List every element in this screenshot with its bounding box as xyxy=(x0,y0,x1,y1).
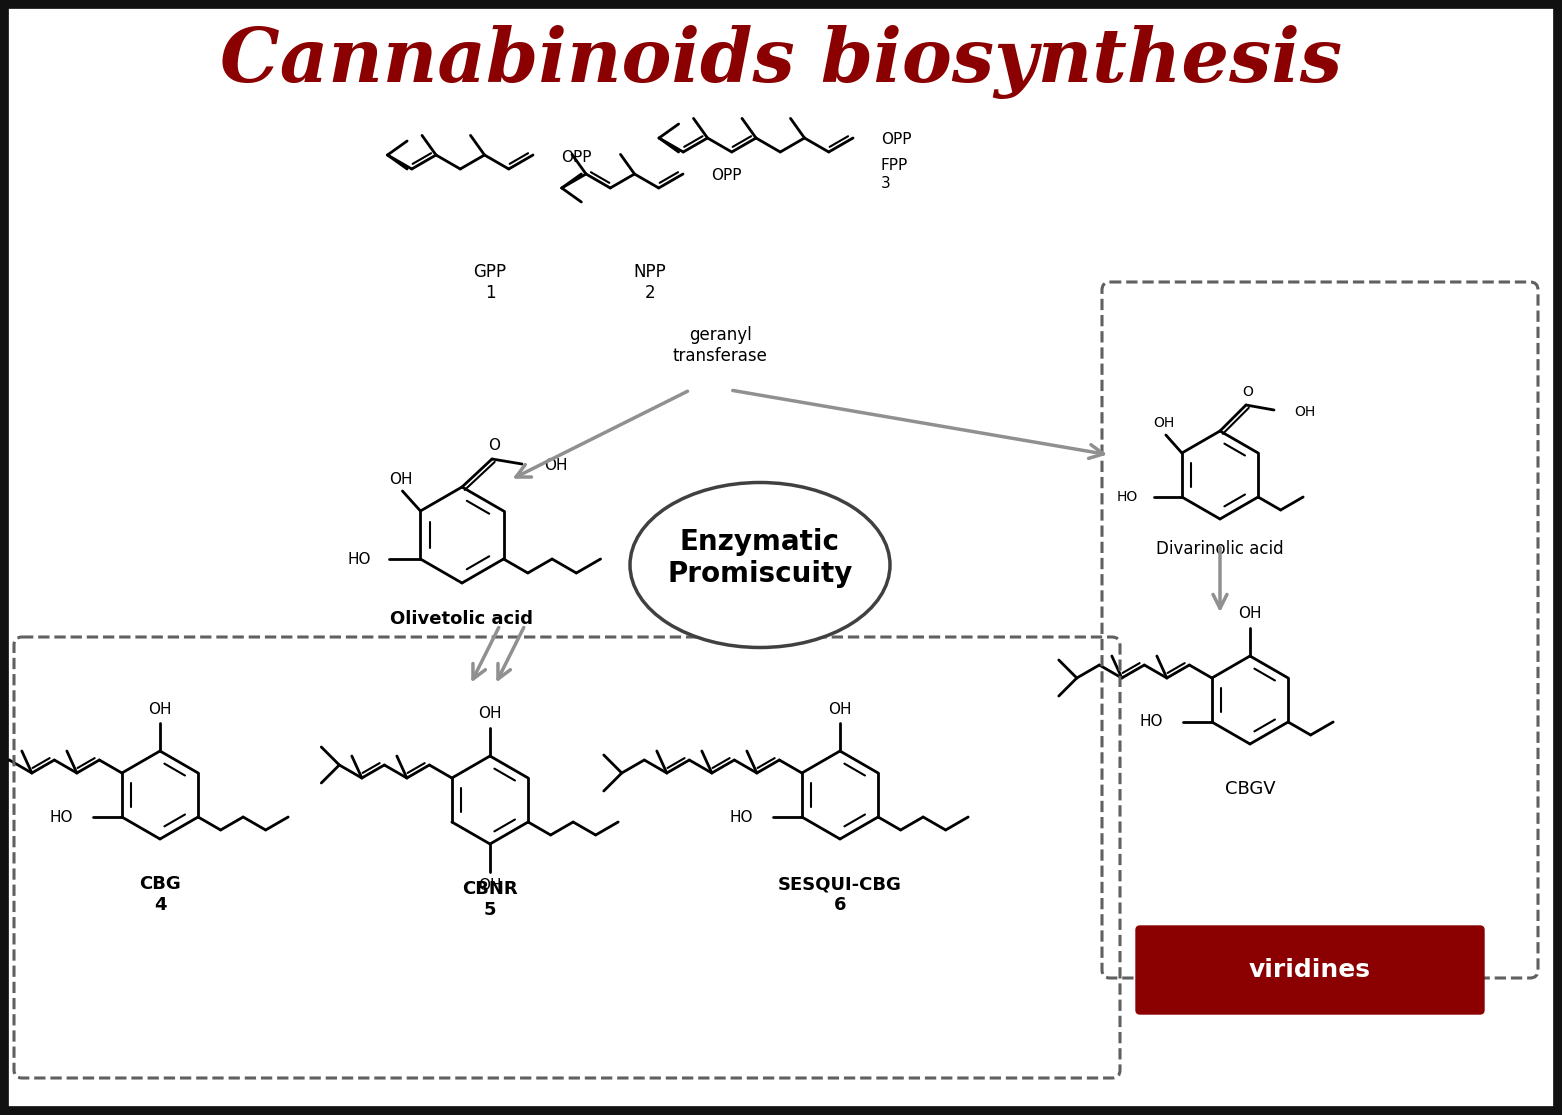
Text: OPP: OPP xyxy=(561,149,592,165)
Text: GPP
1: GPP 1 xyxy=(473,263,506,302)
Text: OPP: OPP xyxy=(881,133,912,147)
Text: SESQUI-CBG
6: SESQUI-CBG 6 xyxy=(778,875,901,914)
Text: OH: OH xyxy=(478,879,501,893)
Text: FPP: FPP xyxy=(881,158,908,173)
Text: CBG
4: CBG 4 xyxy=(139,875,181,914)
Text: OH: OH xyxy=(148,701,172,717)
Text: OH: OH xyxy=(1293,405,1315,419)
Text: OH: OH xyxy=(1239,607,1262,621)
Text: OH: OH xyxy=(544,458,567,474)
Text: 3: 3 xyxy=(881,176,890,191)
Text: HO: HO xyxy=(1139,715,1162,729)
Text: Cannabinoids biosynthesis: Cannabinoids biosynthesis xyxy=(220,25,1342,99)
Text: HO: HO xyxy=(1117,489,1137,504)
Text: geranyl
transferase: geranyl transferase xyxy=(673,327,767,365)
Text: HO: HO xyxy=(348,552,372,566)
Text: HO: HO xyxy=(729,809,753,824)
Text: NPP
2: NPP 2 xyxy=(634,263,667,302)
FancyBboxPatch shape xyxy=(1136,925,1484,1014)
Text: CBGV: CBGV xyxy=(1225,780,1275,798)
Text: HO: HO xyxy=(50,809,73,824)
Text: O: O xyxy=(1242,385,1253,399)
Text: Divarinolic acid: Divarinolic acid xyxy=(1156,540,1284,558)
Text: Enzymatic
Promiscuity: Enzymatic Promiscuity xyxy=(667,527,853,589)
Ellipse shape xyxy=(629,483,890,648)
Text: OPP: OPP xyxy=(711,168,742,184)
Text: OH: OH xyxy=(478,707,501,721)
Text: O: O xyxy=(487,437,500,453)
Text: viridines: viridines xyxy=(1250,958,1371,982)
Text: OH: OH xyxy=(828,701,851,717)
Text: OH: OH xyxy=(389,472,412,486)
Text: OH: OH xyxy=(1153,416,1175,430)
Text: Olivetolic acid: Olivetolic acid xyxy=(390,610,534,628)
Text: CBNR
5: CBNR 5 xyxy=(462,880,519,919)
